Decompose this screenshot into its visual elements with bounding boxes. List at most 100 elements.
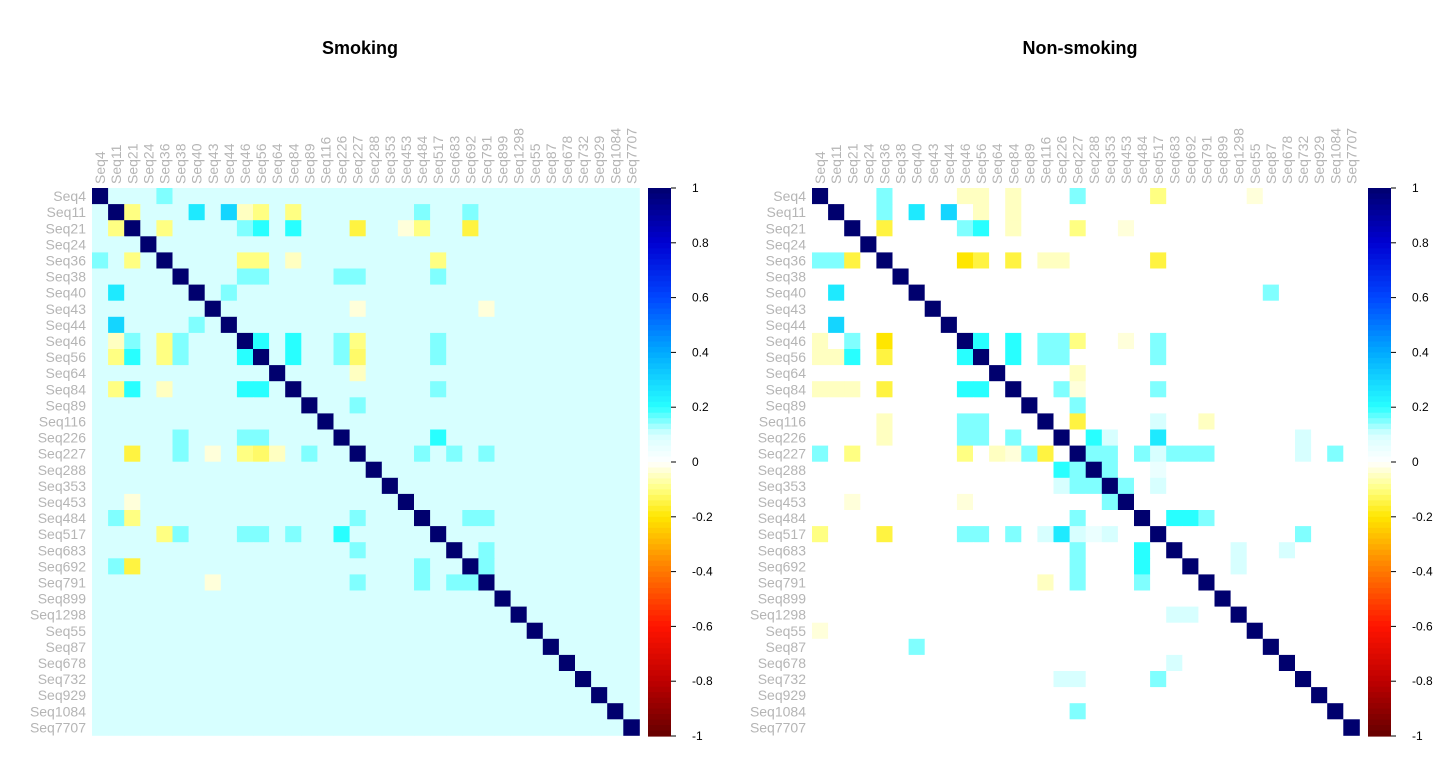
heatmap-cell <box>1117 188 1135 205</box>
heatmap-cell <box>1101 574 1119 591</box>
heatmap-cell <box>1278 558 1296 575</box>
heatmap-cell <box>591 365 608 382</box>
heatmap-cell <box>607 510 624 527</box>
heatmap-cell <box>156 719 173 736</box>
colorbar-segment <box>1368 434 1391 441</box>
row-label: Seq4 <box>773 188 806 204</box>
heatmap-cell <box>876 445 893 463</box>
heatmap-cell <box>1134 638 1151 656</box>
heatmap-cell <box>1166 606 1183 624</box>
heatmap-cell <box>924 284 942 302</box>
heatmap-cell <box>892 220 909 237</box>
heatmap-cell <box>430 300 447 318</box>
heatmap-cell <box>349 590 367 607</box>
heatmap-cell <box>1214 590 1231 607</box>
heatmap-cell <box>542 268 560 285</box>
heatmap-cell <box>1134 687 1151 704</box>
heatmap-cell <box>1053 365 1070 382</box>
colorbar-segment <box>1368 522 1391 529</box>
heatmap-cell <box>510 461 528 479</box>
heatmap-cell <box>365 542 383 559</box>
heatmap-cell <box>558 574 576 591</box>
heatmap-cell <box>1230 300 1248 318</box>
heatmap-cell <box>1117 252 1135 269</box>
row-label: Seq84 <box>766 381 807 397</box>
heatmap-cell <box>542 510 560 527</box>
heatmap-cell <box>1327 622 1344 640</box>
heatmap-cell <box>860 671 877 688</box>
heatmap-cell <box>365 220 383 237</box>
heatmap-cell <box>526 316 544 334</box>
heatmap-cell <box>860 510 877 527</box>
colorbar-tick-label: 0.6 <box>692 291 709 305</box>
heatmap-cell <box>1085 252 1103 269</box>
heatmap-cell <box>1085 461 1103 479</box>
heatmap-cell <box>365 558 383 575</box>
heatmap-cell <box>269 461 286 479</box>
heatmap-cell <box>510 349 528 366</box>
heatmap-cell <box>1327 252 1344 269</box>
heatmap-cell <box>1262 558 1280 575</box>
heatmap-cell <box>156 638 173 656</box>
heatmap-cell <box>1246 413 1264 430</box>
row-label: Seq692 <box>38 558 86 574</box>
heatmap-cell <box>1085 542 1103 559</box>
heatmap-cell <box>301 300 318 318</box>
heatmap-cell <box>430 413 447 430</box>
heatmap-cell <box>1037 188 1054 205</box>
heatmap-cell <box>956 365 974 382</box>
heatmap-cell <box>494 671 511 688</box>
colorbar-segment <box>648 642 671 649</box>
colorbar-segment <box>1368 440 1391 447</box>
heatmap-cell <box>1005 590 1022 607</box>
heatmap-cell <box>204 413 222 430</box>
heatmap-cell <box>1069 284 1087 302</box>
heatmap-cell <box>301 654 318 672</box>
heatmap-cell <box>1262 236 1280 253</box>
colorbar-segment <box>1368 215 1391 222</box>
heatmap-cell <box>844 429 861 446</box>
heatmap-cell <box>623 622 640 640</box>
heatmap-cell <box>1278 316 1296 334</box>
heatmap-cell <box>204 461 222 479</box>
colorbar-segment <box>648 231 671 238</box>
heatmap-cell <box>876 429 893 446</box>
heatmap-cell <box>575 703 592 720</box>
colorbar-segment <box>1368 489 1391 496</box>
heatmap-cell <box>124 284 141 302</box>
heatmap-cell <box>156 461 173 479</box>
heatmap-cell <box>1037 413 1054 430</box>
heatmap-cell <box>108 445 125 463</box>
heatmap-cell <box>575 574 592 591</box>
heatmap-cell <box>381 445 399 463</box>
colorbar-segment <box>1368 314 1391 321</box>
colorbar-segment <box>1368 429 1391 436</box>
heatmap-cell <box>333 687 350 704</box>
heatmap-cell <box>1198 188 1215 205</box>
heatmap-cell <box>1182 654 1199 672</box>
heatmap-cell <box>365 300 383 318</box>
heatmap-cell <box>542 316 560 334</box>
heatmap-cell <box>892 461 909 479</box>
heatmap-cell <box>1246 719 1264 736</box>
heatmap-cell <box>204 284 222 302</box>
heatmap-cell <box>414 316 431 334</box>
heatmap-cell <box>108 381 125 398</box>
heatmap-cell <box>494 622 511 640</box>
heatmap-cell <box>1182 493 1199 511</box>
colorbar-segment <box>648 346 671 353</box>
heatmap-cell <box>828 268 845 285</box>
heatmap-cell <box>301 477 318 495</box>
heatmap-cell <box>876 526 893 543</box>
heatmap-cell <box>940 284 958 302</box>
heatmap-cell <box>1262 445 1280 463</box>
heatmap-cell <box>542 349 560 366</box>
heatmap-cell <box>301 574 318 591</box>
heatmap-cell <box>1021 558 1038 575</box>
colorbar-segment <box>1368 188 1391 195</box>
heatmap-cell <box>172 638 189 656</box>
heatmap-cell <box>1117 349 1135 366</box>
heatmap-cell <box>220 719 238 736</box>
heatmap-cell <box>172 542 189 559</box>
heatmap-cell <box>124 477 141 495</box>
